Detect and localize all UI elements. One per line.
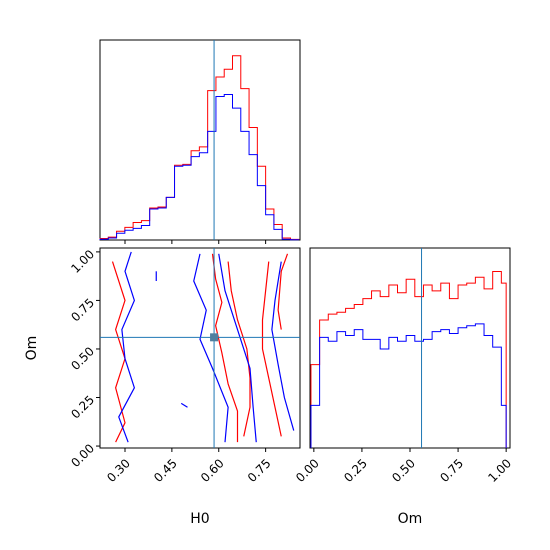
contour-red-1 [227, 261, 251, 437]
om-x-tick-label: 1.00 [485, 456, 514, 485]
contour-blue-7 [193, 253, 229, 443]
hist-om-series-red [310, 270, 507, 448]
xlabel-om: Om [398, 511, 423, 527]
contour-red-4 [277, 253, 289, 330]
hist-h0-layer [99, 40, 300, 241]
contour-red-0 [261, 261, 282, 437]
contour-red-2 [211, 253, 239, 443]
contour-layer [100, 248, 300, 448]
panel-hist-om [309, 247, 511, 449]
om-x-tick-label: 0.00 [293, 456, 322, 485]
h0-x-tick-label: 0.60 [198, 456, 227, 485]
om-x-tick-label: 0.75 [437, 456, 466, 485]
om-y-tick-label: 0.25 [68, 393, 97, 422]
hist-om-series-blue [310, 323, 507, 448]
xlabel-h0: H0 [190, 511, 209, 527]
panel-contour-h0-om [99, 247, 301, 449]
hist-om-layer [310, 248, 507, 448]
h0-x-tick-label: 0.45 [151, 456, 180, 485]
contour-blue-6 [218, 253, 257, 443]
om-y-tick-label: 0.75 [68, 296, 97, 325]
om-x-tick-label: 0.25 [341, 456, 370, 485]
om-y-tick-label: 0.00 [68, 441, 97, 470]
h0-x-tick-label: 0.30 [104, 456, 133, 485]
h0-x-tick-label: 0.75 [245, 456, 274, 485]
panel-hist-h0 [99, 39, 301, 241]
contour-blue-9 [180, 402, 188, 408]
om-y-tick-label: 0.50 [68, 344, 97, 373]
om-x-tick-label: 0.50 [389, 456, 418, 485]
hist-h0-series-blue [99, 94, 300, 241]
om-y-tick-label: 1.00 [68, 247, 97, 276]
contour-blue-5 [271, 261, 295, 431]
ylabel-om: Om [24, 336, 40, 361]
truth-marker [210, 333, 219, 342]
contour-blue-8 [118, 251, 136, 443]
